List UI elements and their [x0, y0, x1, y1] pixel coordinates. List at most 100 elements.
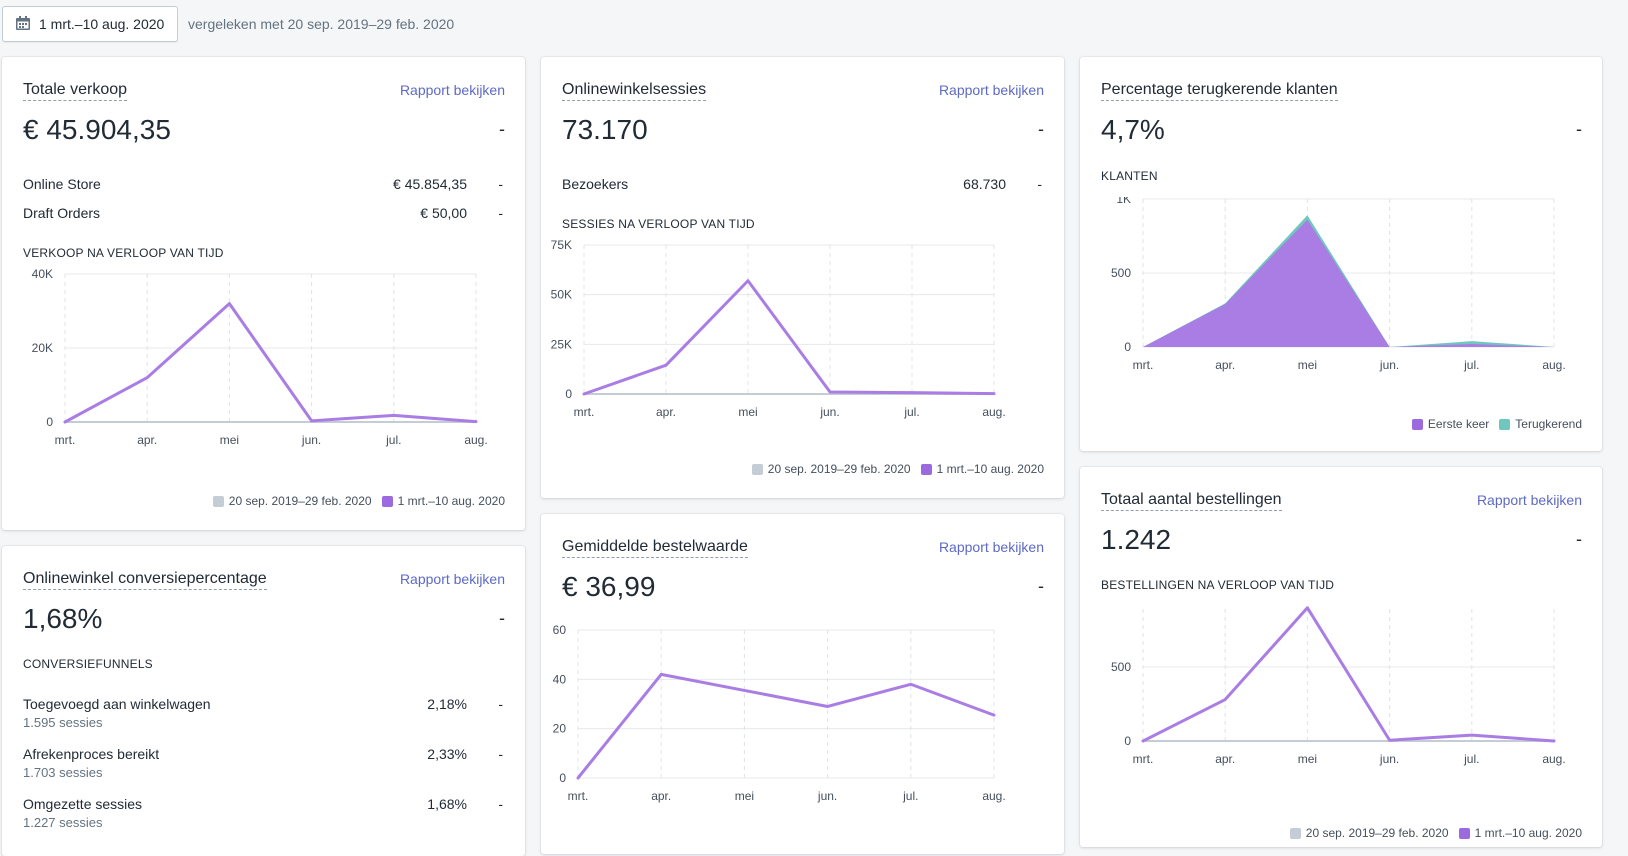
y-tick-label: 0: [1124, 340, 1131, 354]
x-tick-label: jun.: [1379, 752, 1399, 766]
x-tick-label: mei: [738, 405, 757, 419]
funnel-step-value: 1,68%: [427, 796, 467, 812]
section-label: CONVERSIEFUNNELS: [23, 657, 153, 671]
view-report-link[interactable]: Rapport bekijken: [399, 571, 505, 587]
total-sales-card: Totale verkoop Rapport bekijken € 45.904…: [2, 57, 525, 530]
y-tick-label: 20: [553, 722, 567, 736]
y-tick-label: 60: [553, 623, 567, 637]
row-dash: -: [498, 796, 503, 812]
section-label: BESTELLINGEN NA VERLOOP VAN TIJD: [1101, 578, 1335, 592]
legend-returning: Terugkerend: [1515, 417, 1582, 431]
funnel-step-sessions: 1.703 sessies: [23, 765, 103, 780]
orders-value: 1.242: [1101, 524, 1172, 555]
funnel-row: Omgezette sessies 1.227 sessies 1,68% -: [23, 796, 505, 830]
section-label: VERKOOP NA VERLOOP VAN TIJD: [23, 246, 224, 260]
x-tick-label: jun.: [1379, 358, 1399, 372]
card-title[interactable]: Onlinewinkelsessies: [562, 81, 707, 101]
x-tick-label: mei: [1298, 752, 1317, 766]
average-order-value-card: Gemiddelde bestelwaarde Rapport bekijken…: [541, 514, 1064, 854]
row-dash: -: [498, 205, 503, 221]
x-tick-label: jul.: [902, 789, 918, 803]
x-tick-label: mei: [735, 789, 754, 803]
legend-first-time: Eerste keer: [1427, 417, 1490, 431]
x-tick-label: aug.: [982, 789, 1005, 803]
x-tick-label: jun.: [819, 405, 839, 419]
legend-previous: 20 sep. 2019–29 feb. 2020: [1305, 826, 1449, 840]
card-title[interactable]: Percentage terugkerende klanten: [1101, 81, 1338, 101]
customers-chart: 0 500 1K mrt. apr. mei jun. jul. aug.: [1111, 197, 1566, 372]
y-tick-label: 0: [1124, 734, 1131, 748]
returning-rate-value: 4,7%: [1101, 114, 1165, 145]
comparison-dash: -: [1038, 119, 1044, 139]
legend-swatch-previous: [212, 495, 224, 507]
y-tick-label: 40K: [32, 267, 53, 281]
y-tick-label: 0: [565, 387, 572, 401]
view-report-link[interactable]: Rapport bekijken: [938, 82, 1044, 98]
view-report-link[interactable]: Rapport bekijken: [938, 539, 1044, 555]
card-title[interactable]: Onlinewinkel conversiepercentage: [23, 570, 267, 590]
conversion-rate-card: Onlinewinkel conversiepercentage Rapport…: [2, 546, 525, 856]
funnel-row: Afrekenproces bereikt 1.703 sessies 2,33…: [23, 746, 505, 780]
y-tick-label: 500: [1111, 266, 1131, 280]
x-tick-label: mrt.: [568, 789, 589, 803]
series-line-current: [576, 672, 996, 780]
legend-swatch-current: [381, 495, 393, 507]
section-label: KLANTEN: [1101, 169, 1158, 183]
returning-customers-card: Percentage terugkerende klanten 4,7% - K…: [1080, 57, 1602, 451]
view-report-link[interactable]: Rapport bekijken: [1476, 492, 1582, 508]
y-tick-label: 0: [46, 415, 53, 429]
x-tick-label: apr.: [1215, 752, 1235, 766]
funnel-step-value: 2,33%: [427, 746, 467, 762]
row-dash: -: [498, 746, 503, 762]
legend-previous: 20 sep. 2019–29 feb. 2020: [228, 494, 372, 508]
card-title[interactable]: Totale verkoop: [23, 81, 128, 101]
x-tick-label: mrt.: [55, 433, 76, 447]
legend-swatch-previous: [1289, 827, 1301, 839]
comparison-dash: -: [499, 119, 505, 139]
x-tick-label: jul.: [385, 433, 401, 447]
x-tick-label: apr.: [1215, 358, 1235, 372]
row-label: Online Store: [23, 176, 101, 192]
row-dash: -: [498, 696, 503, 712]
view-report-link[interactable]: Rapport bekijken: [399, 82, 505, 98]
funnel-step-sessions: 1.227 sessies: [23, 815, 103, 830]
y-tick-label: 40: [553, 672, 567, 686]
card-title[interactable]: Gemiddelde bestelwaarde: [562, 538, 748, 558]
row-value: € 50,00: [420, 205, 467, 221]
card-title[interactable]: Totaal aantal bestellingen: [1101, 491, 1282, 511]
row-dash: -: [1037, 176, 1042, 192]
x-tick-label: apr.: [137, 433, 157, 447]
funnel-step-label: Omgezette sessies: [23, 796, 143, 812]
funnel-step-label: Afrekenproces bereikt: [23, 746, 160, 762]
x-tick-label: jul.: [1463, 358, 1479, 372]
x-tick-label: aug.: [1542, 358, 1565, 372]
funnel-step-value: 2,18%: [427, 696, 467, 712]
legend-current: 1 mrt.–10 aug. 2020: [397, 494, 505, 508]
x-tick-label: mrt.: [1133, 752, 1154, 766]
y-tick-label: 1K: [1116, 197, 1131, 206]
y-tick-label: 75K: [551, 240, 572, 252]
sessions-card: Onlinewinkelsessies Rapport bekijken 73.…: [541, 57, 1064, 498]
chart-legend: 20 sep. 2019–29 feb. 2020 1 mrt.–10 aug.…: [751, 462, 1044, 476]
total-orders-card: Totaal aantal bestellingen Rapport bekij…: [1080, 467, 1602, 847]
legend-swatch-previous: [751, 463, 763, 475]
comparison-dash: -: [499, 608, 505, 628]
legend-swatch-current: [1458, 827, 1470, 839]
breakdown-row: Bezoekers 68.730 -: [562, 176, 1044, 194]
x-tick-label: aug.: [982, 405, 1005, 419]
row-label: Bezoekers: [562, 176, 629, 192]
legend-current: 1 mrt.–10 aug. 2020: [936, 462, 1044, 476]
x-tick-label: jun.: [817, 789, 837, 803]
funnel-row: Toegevoegd aan winkelwagen 1.595 sessies…: [23, 696, 505, 730]
y-tick-label: 0: [559, 771, 566, 785]
y-tick-label: 500: [1111, 660, 1131, 674]
x-tick-label: mrt.: [1133, 358, 1154, 372]
comparison-dash: -: [1576, 529, 1582, 549]
date-range-button[interactable]: 1 mrt.–10 aug. 2020: [2, 6, 178, 42]
chart-legend: 20 sep. 2019–29 feb. 2020 1 mrt.–10 aug.…: [1289, 826, 1582, 840]
x-tick-label: jun.: [301, 433, 321, 447]
y-tick-label: 20K: [32, 341, 53, 355]
x-tick-label: aug.: [1542, 752, 1565, 766]
x-tick-label: apr.: [656, 405, 676, 419]
